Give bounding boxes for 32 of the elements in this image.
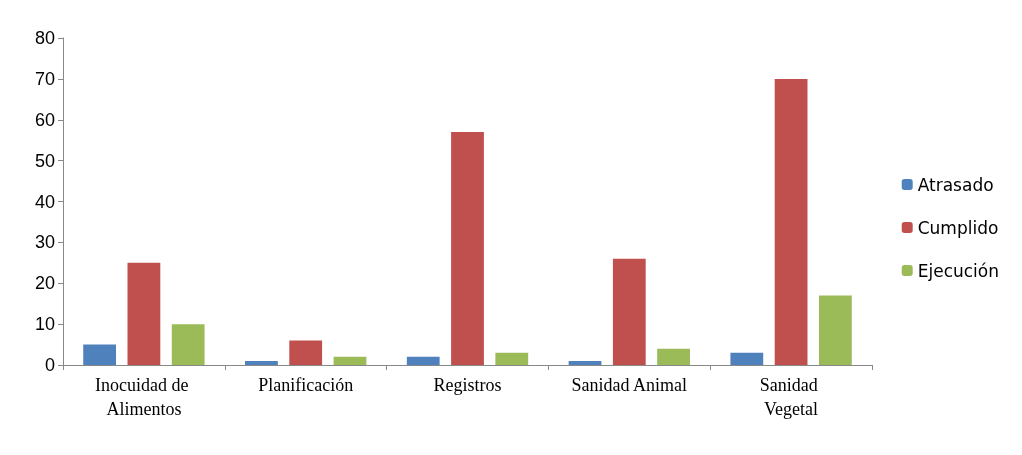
bar xyxy=(774,78,808,365)
bar xyxy=(333,356,367,365)
y-tick-label: 40 xyxy=(34,191,55,212)
x-tick-label: Registros xyxy=(433,375,502,395)
y-tick-label: 0 xyxy=(44,355,55,375)
y-tick-label: 20 xyxy=(34,273,55,294)
bar xyxy=(245,360,278,365)
y-tick-label: 10 xyxy=(34,314,55,335)
bar xyxy=(612,258,646,365)
legend-label: Cumplido xyxy=(917,217,999,238)
y-tick-label: 50 xyxy=(34,150,55,171)
x-tick-label: Planificación xyxy=(258,375,354,395)
bar xyxy=(171,324,205,365)
bar xyxy=(657,348,690,365)
x-tick-label: Sanidad Animal xyxy=(571,375,688,395)
bar xyxy=(495,352,529,365)
legend-label: Ejecución xyxy=(917,260,1000,281)
legend-label: Atrasado xyxy=(917,174,994,195)
bar xyxy=(289,340,323,365)
bar xyxy=(83,344,117,365)
x-tick-label: Sanidad Vegetal xyxy=(759,375,823,419)
bar xyxy=(568,360,602,365)
y-tick-label: 70 xyxy=(34,68,55,89)
x-tick-label: Inocuidad de Alimentos xyxy=(94,375,193,419)
bar xyxy=(818,295,852,365)
bar xyxy=(127,262,161,365)
bar xyxy=(451,132,484,365)
y-tick-label: 60 xyxy=(34,109,55,130)
y-tick-label: 30 xyxy=(34,232,55,253)
bar xyxy=(730,352,764,365)
y-tick-label: 80 xyxy=(34,28,55,48)
bar xyxy=(406,356,440,365)
